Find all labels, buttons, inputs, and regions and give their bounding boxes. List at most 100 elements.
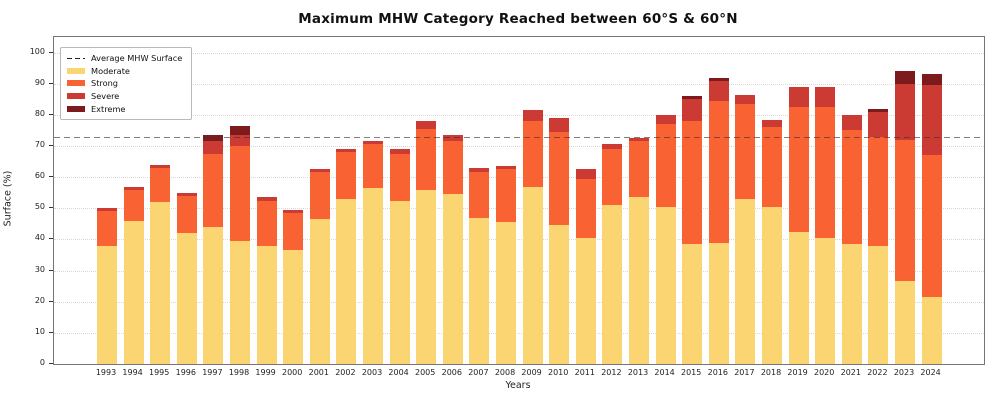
bar-1993-severe	[97, 208, 117, 212]
bar-2021	[841, 114, 862, 364]
x-tick-1993: 1993	[95, 368, 117, 377]
bar-2002-severe	[336, 149, 357, 153]
bar-2009-moderate	[522, 186, 543, 364]
bar-2012-moderate	[602, 205, 623, 364]
x-tick-2019: 2019	[787, 368, 808, 377]
bar-2022	[868, 108, 889, 364]
x-tick-1998: 1998	[228, 368, 250, 377]
x-tick-1996: 1996	[175, 368, 196, 377]
x-tick-2021: 2021	[840, 368, 861, 377]
bar-1998-severe	[230, 135, 250, 147]
bar-2024	[921, 74, 942, 364]
x-tick-2007: 2007	[468, 368, 489, 377]
bar-2004-severe	[389, 149, 410, 154]
bar-2007	[469, 167, 490, 364]
y-tick-mark	[49, 113, 53, 115]
bar-2001-strong	[309, 172, 330, 220]
bar-2006	[442, 135, 463, 364]
bar-2011-strong	[575, 178, 596, 238]
x-tick-2023: 2023	[893, 368, 915, 377]
x-tick-2006: 2006	[441, 368, 462, 377]
bar-1998-extreme	[230, 125, 250, 136]
bar-2018-severe	[762, 119, 782, 128]
bar-2017-severe	[735, 94, 756, 104]
legend-label: Moderate	[91, 65, 130, 76]
bar-2018-moderate	[762, 206, 782, 364]
x-tick-2012: 2012	[601, 368, 622, 377]
bar-1993-strong	[97, 211, 117, 246]
x-axis-label: Years	[505, 380, 531, 391]
bar-1995-strong	[150, 167, 171, 203]
x-tick-2017: 2017	[734, 368, 755, 377]
bar-2009-severe	[522, 110, 543, 122]
bar-2007-strong	[469, 172, 490, 218]
y-tick-mark	[49, 331, 53, 333]
bar-2013-moderate	[629, 197, 649, 364]
bar-2004-strong	[389, 153, 410, 201]
bar-2019-moderate	[788, 231, 809, 364]
bar-2020-strong	[815, 107, 836, 238]
bar-1999-strong	[256, 200, 277, 246]
bar-2000	[283, 209, 304, 364]
bar-2011-moderate	[575, 237, 596, 364]
bar-1999	[256, 197, 277, 364]
legend-item: Average MHW Surface	[67, 52, 182, 65]
bar-2005	[416, 121, 437, 364]
bar-2017	[735, 94, 756, 364]
x-tick-2003: 2003	[361, 368, 383, 377]
x-tick-1995: 1995	[149, 368, 170, 377]
y-tick-label: 90	[34, 77, 45, 87]
bar-1996	[176, 192, 197, 364]
bar-2012-strong	[602, 149, 623, 206]
bar-2015-extreme	[682, 96, 703, 100]
bar-2019-severe	[788, 86, 809, 108]
x-tick-2009: 2009	[521, 368, 542, 377]
bar-2010-strong	[549, 132, 570, 226]
bar-1999-moderate	[256, 245, 277, 364]
bar-1993	[97, 208, 117, 364]
gridline	[54, 114, 984, 116]
bar-2016	[708, 77, 729, 364]
bar-1995	[150, 164, 171, 364]
bar-2012	[602, 144, 623, 364]
bar-2020-moderate	[815, 237, 836, 364]
bar-2015-severe	[682, 99, 703, 122]
bar-2016-moderate	[708, 242, 729, 364]
legend-swatch-severe	[67, 93, 85, 100]
bar-2018	[762, 119, 782, 364]
legend-label: Strong	[91, 78, 118, 89]
bar-1997-extreme	[203, 135, 224, 142]
y-tick-mark	[49, 238, 53, 240]
bar-1998-moderate	[230, 241, 250, 364]
average-mhw-line	[54, 136, 984, 139]
x-tick-2020: 2020	[814, 368, 835, 377]
bar-2024-moderate	[921, 297, 942, 364]
bar-2012-severe	[602, 144, 623, 150]
bar-1996-severe	[176, 192, 197, 196]
bar-2003-strong	[363, 144, 383, 189]
bar-2011-severe	[575, 169, 596, 179]
bar-2010-severe	[549, 118, 570, 132]
bar-2010-moderate	[549, 225, 570, 364]
bar-2005-moderate	[416, 189, 437, 364]
legend-item: Strong	[67, 77, 182, 90]
x-tick-2024: 2024	[920, 368, 941, 377]
dashed-line-sample	[67, 57, 85, 60]
bar-2007-moderate	[469, 217, 490, 364]
bar-1997	[203, 135, 224, 364]
bar-2015	[682, 96, 703, 364]
x-tick-2014: 2014	[654, 368, 675, 377]
x-tick-2001: 2001	[308, 368, 329, 377]
y-tick-label: 50	[34, 202, 45, 212]
bar-1997-moderate	[203, 226, 224, 364]
bar-2010	[549, 118, 570, 364]
x-tick-1994: 1994	[122, 368, 143, 377]
gridline	[54, 208, 984, 210]
bar-2015-moderate	[682, 244, 703, 364]
legend-swatch-strong	[67, 80, 85, 87]
bar-1993-moderate	[97, 245, 117, 364]
legend-swatch-moderate	[67, 67, 85, 74]
y-tick-mark	[49, 51, 53, 53]
x-tick-2016: 2016	[707, 368, 728, 377]
